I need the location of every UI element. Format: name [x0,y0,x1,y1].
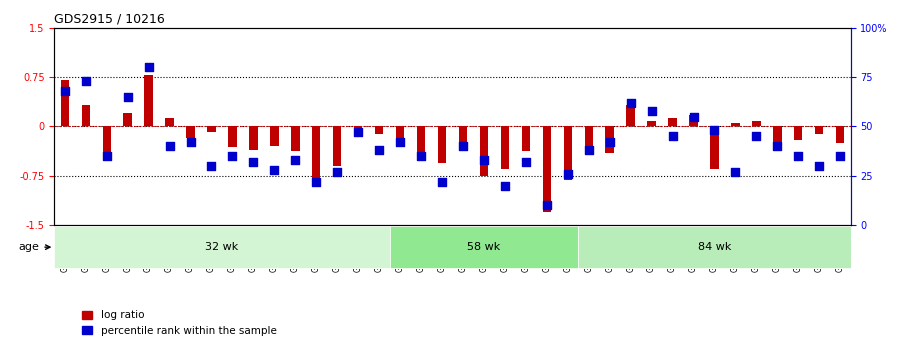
Point [246,159,261,165]
Point [393,139,407,145]
Point [477,157,491,163]
FancyBboxPatch shape [54,226,390,268]
Point [686,114,700,119]
Bar [333,126,341,166]
Point [519,159,533,165]
Point [372,147,386,153]
Bar [500,126,510,169]
Point [729,169,743,175]
Bar [102,126,111,157]
Bar [375,126,384,134]
FancyBboxPatch shape [390,226,578,268]
Bar [354,126,362,130]
Bar [521,126,530,151]
Bar [836,126,844,143]
Point [624,100,638,106]
Point [812,163,826,169]
Bar [271,126,279,146]
Text: age: age [18,242,50,252]
Bar [438,126,446,162]
Bar [647,121,656,126]
Bar [626,105,634,126]
Point [456,144,471,149]
Bar [543,126,551,212]
Bar [417,126,425,156]
Bar [395,126,405,143]
Point [770,144,785,149]
Point [100,153,114,159]
Bar [312,126,320,178]
Point [665,134,680,139]
Point [225,153,240,159]
Point [120,94,135,99]
Bar [710,126,719,169]
Bar [564,126,572,180]
Bar [123,113,132,126]
Bar [186,126,195,138]
Point [603,139,617,145]
Bar [690,115,698,126]
FancyBboxPatch shape [578,226,851,268]
Point [141,65,156,70]
Point [434,179,449,185]
Point [749,134,764,139]
Bar [731,123,739,126]
Point [205,163,219,169]
Point [288,157,302,163]
Point [707,128,721,133]
Bar [145,75,153,126]
Bar [291,126,300,151]
Point [644,108,659,114]
Bar [669,118,677,126]
Point [58,88,72,93]
Text: GDS2915 / 10216: GDS2915 / 10216 [54,12,165,25]
Point [582,147,596,153]
Bar [815,126,824,134]
Point [498,183,512,188]
Bar [61,80,69,126]
Bar [752,121,760,126]
Bar [166,118,174,126]
Bar [794,126,803,140]
Point [791,153,805,159]
Bar [605,126,614,153]
Point [414,153,428,159]
Text: 58 wk: 58 wk [467,242,500,252]
Bar [585,126,593,149]
Point [351,130,366,135]
Point [267,167,281,172]
Legend: log ratio, percentile rank within the sample: log ratio, percentile rank within the sa… [78,306,281,340]
Bar [480,126,488,176]
Bar [459,126,467,146]
Point [162,144,176,149]
Bar [249,126,258,150]
Bar [207,126,215,132]
Bar [81,105,90,126]
Bar [228,126,236,147]
Point [330,169,345,175]
Text: 84 wk: 84 wk [698,242,731,252]
Text: 32 wk: 32 wk [205,242,239,252]
Point [560,171,575,177]
Point [184,139,198,145]
Point [539,203,554,208]
Point [833,153,847,159]
Bar [773,126,782,143]
Point [309,179,323,185]
Point [79,78,93,84]
